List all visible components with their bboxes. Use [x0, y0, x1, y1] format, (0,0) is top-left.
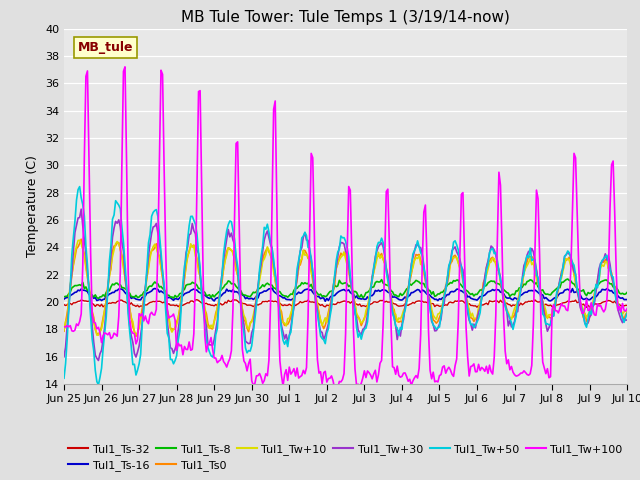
Legend: Tul1_Ts-32, Tul1_Ts-16, Tul1_Ts-8, Tul1_Ts0, Tul1_Tw+10, Tul1_Tw+30, Tul1_Tw+50,: Tul1_Ts-32, Tul1_Ts-16, Tul1_Ts-8, Tul1_… [64, 439, 627, 476]
Title: MB Tule Tower: Tule Temps 1 (3/19/14-now): MB Tule Tower: Tule Temps 1 (3/19/14-now… [181, 10, 510, 25]
Y-axis label: Temperature (C): Temperature (C) [26, 156, 39, 257]
Text: MB_tule: MB_tule [78, 41, 134, 54]
